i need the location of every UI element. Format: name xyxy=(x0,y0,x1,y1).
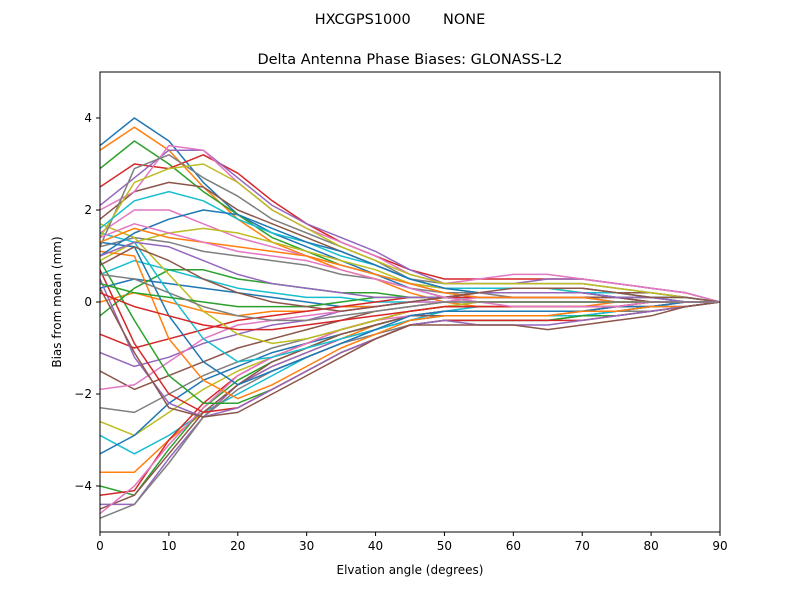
figure-suptitle: HXCGPS1000 NONE xyxy=(315,12,486,28)
series-line-s27 xyxy=(100,301,720,515)
x-tick-label: 80 xyxy=(643,539,658,553)
x-tick-label: 60 xyxy=(506,539,521,553)
series-line-s45 xyxy=(100,241,720,303)
y-axis-label: Bias from mean (mm) xyxy=(50,236,64,367)
y-tick-label: 2 xyxy=(84,203,92,217)
x-tick-label: 30 xyxy=(299,539,314,553)
y-tick-label: −2 xyxy=(74,387,92,401)
x-axis-label: Elvation angle (degrees) xyxy=(337,563,484,577)
series-line-s32 xyxy=(100,250,720,400)
x-tick-label: 0 xyxy=(96,539,104,553)
x-tick-label: 10 xyxy=(161,539,176,553)
x-tick-label: 70 xyxy=(575,539,590,553)
series-layer xyxy=(100,117,720,519)
x-axis-ticks: 0 10 20 30 40 50 60 70 80 90 xyxy=(96,532,728,553)
series-line-s48 xyxy=(100,273,720,322)
series-line-s10 xyxy=(100,259,720,303)
x-tick-label: 90 xyxy=(712,539,727,553)
series-line-s36 xyxy=(100,287,720,418)
x-tick-label: 40 xyxy=(368,539,383,553)
series-line-s28 xyxy=(100,301,720,519)
series-line-s24 xyxy=(100,301,720,496)
series-line-s23 xyxy=(100,301,720,496)
x-tick-label: 20 xyxy=(230,539,245,553)
series-line-s34 xyxy=(100,269,720,414)
series-line-s15 xyxy=(100,292,720,368)
y-tick-label: 4 xyxy=(84,111,92,125)
series-line-s12 xyxy=(100,292,720,317)
series-line-s47 xyxy=(100,223,720,308)
series-line-s31 xyxy=(100,241,720,386)
series-line-s39 xyxy=(100,163,720,303)
y-tick-label: 0 xyxy=(84,295,92,309)
y-axis-ticks: −4 −2 0 2 4 xyxy=(74,111,100,493)
x-tick-label: 50 xyxy=(437,539,452,553)
y-tick-label: −4 xyxy=(74,479,92,493)
series-line-s46 xyxy=(100,246,720,312)
chart-title: Delta Antenna Phase Biases: GLONASS-L2 xyxy=(257,52,562,68)
